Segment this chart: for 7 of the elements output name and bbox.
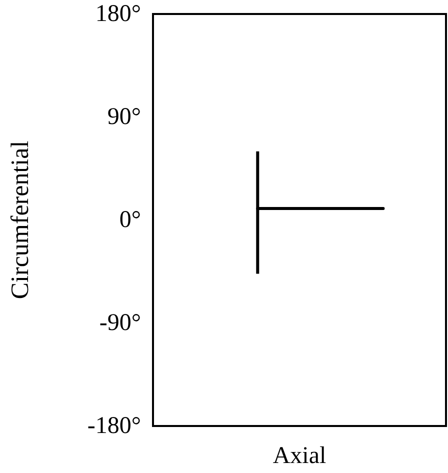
y-axis-title: Circumferential <box>7 140 34 300</box>
y-tick-label: -90° <box>99 310 141 336</box>
y-tick-label: 0° <box>119 207 141 233</box>
y-tick-label: 180° <box>95 1 141 27</box>
x-axis-title: Axial <box>272 443 326 469</box>
y-tick-label: 90° <box>107 104 141 130</box>
y-tick-label: -180° <box>87 413 141 439</box>
